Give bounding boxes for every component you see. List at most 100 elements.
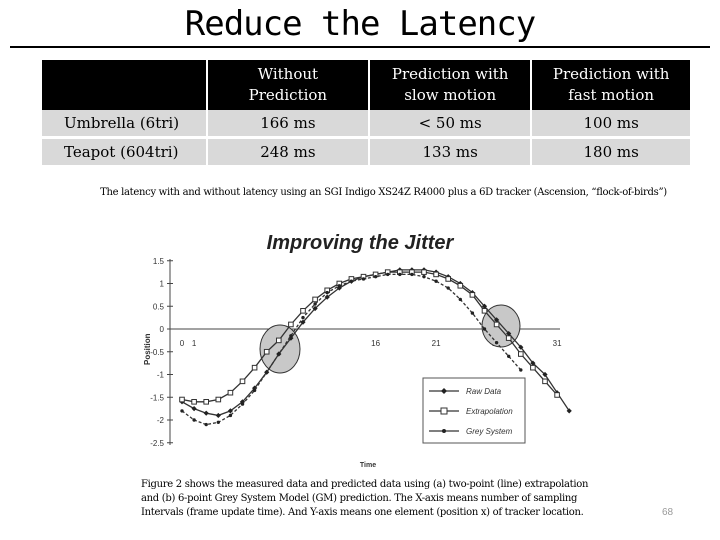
data-point bbox=[313, 302, 317, 306]
table-header-cell: Prediction with fast motion bbox=[531, 60, 690, 110]
data-point bbox=[252, 388, 257, 393]
figure-caption: Figure 2 shows the measured data and pre… bbox=[141, 478, 641, 520]
data-point bbox=[458, 297, 462, 302]
data-point bbox=[494, 340, 499, 345]
data-point bbox=[251, 364, 258, 371]
data-point bbox=[204, 422, 208, 427]
data-point bbox=[482, 327, 487, 331]
data-point bbox=[493, 321, 500, 328]
data-point bbox=[421, 269, 427, 275]
data-point bbox=[239, 378, 246, 385]
y-tick-label: -1 bbox=[157, 371, 165, 380]
latency-table: Without Prediction Prediction with slow mo… bbox=[42, 60, 690, 168]
data-point bbox=[469, 292, 476, 298]
data-point bbox=[265, 370, 269, 374]
data-point bbox=[542, 378, 548, 385]
data-point bbox=[191, 406, 197, 412]
data-point bbox=[227, 389, 234, 396]
data-point bbox=[494, 317, 500, 323]
chart-title: Improving the Jitter bbox=[267, 232, 455, 254]
data-point bbox=[554, 392, 560, 398]
x-tick-label: 21 bbox=[432, 339, 441, 348]
data-point bbox=[542, 371, 548, 378]
data-point bbox=[434, 279, 438, 283]
table-body: Umbrella (6tri) 166 ms < 50 ms 100 ms Teapot… bbox=[42, 110, 690, 168]
legend-label: Grey System bbox=[466, 427, 513, 436]
y-tick-label: -1.5 bbox=[150, 393, 164, 402]
y-tick-label: -2.5 bbox=[150, 439, 164, 448]
data-point bbox=[239, 399, 246, 405]
y-axis-label: Position bbox=[143, 333, 152, 365]
legend-label: Extrapolation bbox=[466, 407, 513, 416]
data-point bbox=[386, 272, 390, 277]
data-point bbox=[180, 409, 184, 413]
data-point bbox=[433, 271, 439, 278]
row-label: Teapot (604tri) bbox=[42, 137, 208, 168]
y-tick-label: -0.5 bbox=[150, 348, 164, 357]
data-point bbox=[263, 348, 270, 355]
series-line bbox=[181, 273, 522, 426]
y-tick-label: 1.5 bbox=[153, 257, 165, 266]
latency-value: 180 ms bbox=[531, 137, 690, 168]
data-point bbox=[530, 360, 536, 366]
data-point bbox=[216, 420, 220, 424]
data-point bbox=[288, 321, 294, 328]
data-point bbox=[481, 308, 488, 314]
table-header-cell: Prediction with slow motion bbox=[369, 60, 533, 110]
caption-line: and (b) 6-point Grey System Model (GM) p… bbox=[141, 493, 578, 504]
latency-value: 248 ms bbox=[206, 137, 371, 168]
data-point bbox=[312, 296, 318, 303]
data-point bbox=[240, 402, 245, 406]
data-point bbox=[507, 354, 511, 358]
latency-value: 166 ms bbox=[206, 110, 371, 139]
data-point bbox=[519, 368, 523, 372]
x-tick-label: 31 bbox=[553, 339, 562, 348]
legend-marker bbox=[441, 388, 447, 394]
table-caption: The latency with and without latency usi… bbox=[100, 187, 667, 198]
caption-line: Intervals (frame update time). And Y-axi… bbox=[141, 507, 584, 518]
latency-value: 133 ms bbox=[369, 137, 533, 168]
caption-line: Figure 2 shows the measured data and pre… bbox=[141, 479, 589, 490]
y-tick-label: 1 bbox=[160, 280, 165, 289]
data-point bbox=[398, 272, 402, 277]
x-tick-label: 16 bbox=[371, 339, 380, 348]
data-point bbox=[505, 335, 512, 341]
x-tick-label: 0 bbox=[180, 339, 185, 348]
data-point bbox=[300, 319, 306, 325]
data-point bbox=[361, 277, 366, 281]
data-point bbox=[192, 418, 196, 422]
jitter-chart: Improving the Jitter 1.5 1 0.5 0 -0.5 -1 -1.5 -2… bbox=[143, 232, 572, 469]
row-label: Umbrella (6tri) bbox=[42, 110, 208, 139]
data-point bbox=[349, 279, 354, 283]
data-point bbox=[470, 311, 475, 315]
data-point bbox=[325, 290, 329, 295]
data-point bbox=[277, 352, 281, 356]
page-number: 68 bbox=[662, 507, 674, 518]
x-axis-label: Time bbox=[360, 462, 376, 469]
table-header-row: Without Prediction Prediction with slow mo… bbox=[42, 60, 690, 110]
legend-label: Raw Data bbox=[466, 387, 502, 396]
data-point bbox=[179, 396, 185, 403]
table-row: Teapot (604tri) 248 ms 133 ms 180 ms bbox=[42, 137, 690, 168]
data-point bbox=[481, 303, 488, 309]
y-tick-label: -2 bbox=[157, 416, 165, 425]
data-point bbox=[410, 272, 414, 277]
data-point bbox=[203, 399, 210, 405]
data-point bbox=[373, 274, 378, 279]
y-tick-label: 0 bbox=[160, 325, 165, 334]
data-point bbox=[446, 286, 450, 290]
data-point bbox=[301, 315, 305, 320]
table-header-cell bbox=[42, 60, 208, 110]
data-point bbox=[215, 396, 222, 403]
table-row: Umbrella (6tri) 166 ms < 50 ms 100 ms bbox=[42, 110, 690, 139]
data-point bbox=[228, 413, 233, 418]
table-header-cell: Without Prediction bbox=[206, 60, 371, 110]
data-point bbox=[203, 410, 209, 416]
data-point bbox=[445, 276, 451, 282]
data-point bbox=[191, 399, 197, 405]
data-point bbox=[276, 337, 282, 344]
data-point bbox=[289, 334, 293, 338]
slide-title: Reduce the Latency bbox=[184, 4, 536, 44]
data-point bbox=[300, 308, 306, 314]
legend-marker bbox=[440, 407, 448, 415]
